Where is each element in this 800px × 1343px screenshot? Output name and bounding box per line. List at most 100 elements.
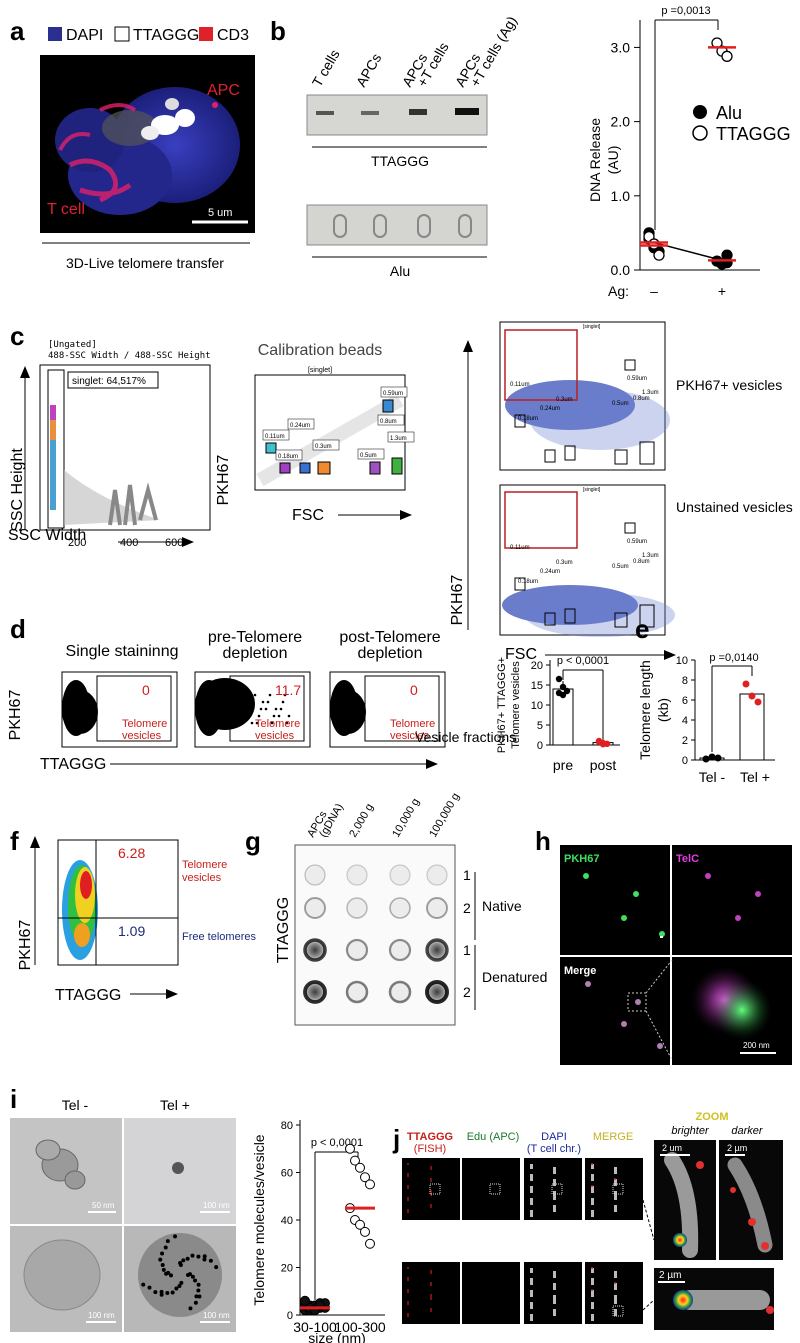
j-chromosome — [553, 1205, 556, 1210]
j-fish-dot — [407, 1301, 409, 1303]
j-h3-a: DAPI — [541, 1131, 567, 1143]
d-plot-dot — [279, 707, 283, 711]
c-ves-size-label: 0.5um — [612, 401, 629, 407]
j-h2: Edu (APC) — [467, 1131, 520, 1143]
j-fish-dot — [407, 1197, 409, 1199]
d-ylabel-pkh67: PKH67 — [7, 690, 24, 741]
g-ylabel: TTAGGG — [275, 897, 292, 963]
i-ytick-label: 40 — [281, 1215, 293, 1227]
d-gate-value: 11.7 — [275, 682, 301, 698]
j-fish-dot — [430, 1190, 432, 1192]
j-fish-dot — [430, 1206, 432, 1208]
j-scale-1: 2 um — [662, 1143, 682, 1153]
d-bar-ytick-label: 10 — [531, 700, 543, 712]
f-q2-value: 1.09 — [118, 923, 145, 939]
g-blot-dot — [426, 897, 448, 919]
b-legend-marker-alu — [693, 105, 707, 119]
j-chromosome — [530, 1268, 533, 1273]
gel-lane-labels: T cells APCs APCs+T cells APCs+T cells (Ag) — [309, 13, 520, 89]
i-gold-particle — [196, 1282, 201, 1287]
d-bar-pvalue: p < 0,0001 — [557, 655, 609, 667]
h-scale: 200 nm — [743, 1041, 770, 1050]
j-fish-dot — [430, 1166, 432, 1168]
j-fish-dot — [430, 1294, 432, 1296]
c-cal-singlet-tag: [singlet] — [308, 367, 332, 374]
i-gold-particle — [202, 1254, 207, 1259]
i-gold-particle — [197, 1294, 202, 1299]
d-plot-dot — [274, 707, 278, 711]
j-chromosome — [530, 1164, 533, 1169]
j-chromosome — [530, 1290, 533, 1295]
c-pkh67-pos-vesicles: PKH67+ vesicles — [676, 377, 782, 393]
j-chromosome — [591, 1198, 594, 1203]
c-xlabel-ssc-width: SSC Width — [8, 527, 86, 544]
b-legend-ttaggg: TTAGGG — [716, 124, 791, 144]
i-gold-particle — [196, 1288, 201, 1293]
g-denatured: Denatured — [482, 969, 547, 985]
c-ves-gate — [544, 449, 556, 463]
gel-ttaggg — [306, 94, 488, 136]
g-blot-dot — [389, 897, 411, 919]
i-scale-2: 100 nm — [203, 1201, 230, 1210]
g-blot-dot — [388, 980, 412, 1004]
i-gold-particle — [174, 1286, 179, 1291]
d-plot-dot — [266, 700, 270, 704]
c-ves-size-label: 0.59um — [627, 376, 647, 382]
b-ag-minus: – — [650, 283, 658, 299]
c-ves-gate — [639, 441, 655, 465]
c-ves-arrowhead-y — [463, 340, 473, 352]
c-ves-gate — [544, 612, 556, 626]
j-chromosome — [553, 1283, 556, 1288]
d-plot-dot — [250, 721, 254, 725]
chart-telomere-molecules: 0 20 40 60 80 Telomere molecules/vesicle p <… — [251, 1120, 386, 1343]
e-bar-point — [748, 692, 756, 700]
c-ves-size-label: 0.8um — [633, 559, 650, 565]
c-size-label: 0.3um — [315, 444, 332, 450]
chart-dna-release: 0.01.02.03.0 DNA Release (AU) p =0,0013 … — [587, 5, 791, 299]
b-point-ttaggg — [721, 50, 733, 62]
j-fish-dot — [407, 1303, 409, 1305]
j-chromosome — [530, 1186, 533, 1191]
d-gate — [229, 675, 305, 742]
j-fish-dot — [614, 1178, 616, 1180]
e-ytick-label: 4 — [682, 715, 688, 727]
i-gold-particle — [141, 1282, 146, 1287]
i-xlabel: size (nm) — [308, 1330, 366, 1343]
panel-label-c: c — [10, 321, 24, 351]
c-ves-gate — [624, 522, 636, 534]
j-fish-dot — [407, 1175, 409, 1177]
c-ves-size-label: 0.24um — [540, 569, 560, 575]
c-size-box — [387, 431, 415, 443]
e-ylabel-2: (kb) — [655, 698, 671, 722]
c-ves-size-label: 0.24um — [540, 406, 560, 412]
c-ves-size-label: 0.5um — [612, 564, 629, 570]
b-point-ttaggg — [653, 249, 665, 261]
flow-pkh67-ttaggg-density: 6.28 1.09 — [57, 839, 179, 966]
c-ves-gate — [564, 445, 576, 461]
h-pkh67: PKH67 — [564, 853, 599, 865]
b-legend-alu: Alu — [716, 103, 742, 123]
c-gate-header-2: 488-SSC Width / 488-SSC Height — [48, 351, 211, 361]
j-chromosome — [614, 1205, 617, 1210]
e-bar-point — [754, 698, 762, 706]
e-ytick-label: 10 — [676, 655, 688, 667]
j-chromosome — [530, 1198, 533, 1203]
i-gold-particle — [190, 1253, 195, 1258]
c-ves-size-label: 0.11um — [510, 382, 530, 388]
panel-label-j: j — [392, 1124, 400, 1154]
i-pvalue: p < 0,0001 — [311, 1137, 363, 1149]
j-chromosome — [553, 1167, 556, 1172]
d-arrowhead-x — [426, 759, 438, 769]
j-fish-dot — [430, 1310, 432, 1312]
d-plot-dot — [242, 714, 246, 718]
panel-label-b: b — [270, 16, 286, 46]
e-pvalue: p =0,0140 — [709, 652, 758, 664]
d-plot-cloud — [330, 690, 366, 734]
b-ytick-label: 1.0 — [611, 188, 631, 204]
d-gate-name: vesicles — [390, 730, 430, 742]
b-ylabel-1: DNA Release — [587, 118, 603, 202]
d-plot-dot — [238, 693, 242, 697]
j-fish-dot — [430, 1270, 432, 1272]
j-fish-dot — [430, 1168, 432, 1170]
